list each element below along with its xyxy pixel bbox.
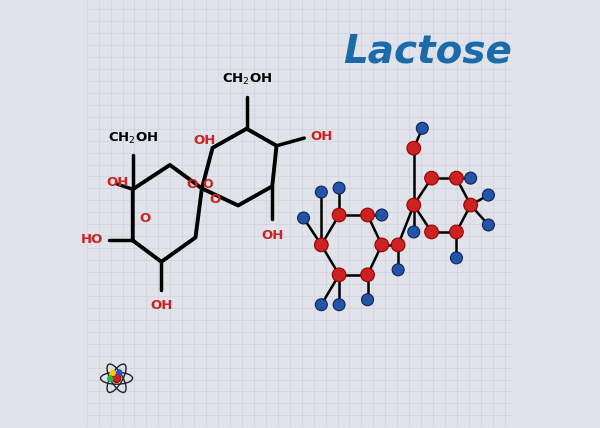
Text: O: O	[140, 212, 151, 225]
Text: CH$_2$OH: CH$_2$OH	[221, 72, 272, 87]
Circle shape	[112, 374, 121, 383]
Circle shape	[482, 219, 494, 231]
Circle shape	[449, 171, 463, 185]
Text: HO: HO	[80, 233, 103, 246]
Circle shape	[482, 189, 494, 201]
Circle shape	[375, 238, 389, 252]
Circle shape	[408, 226, 420, 238]
Text: CH$_2$OH: CH$_2$OH	[107, 131, 158, 146]
Circle shape	[464, 172, 476, 184]
Circle shape	[391, 238, 405, 252]
Text: O: O	[209, 193, 220, 205]
Circle shape	[110, 370, 115, 375]
Text: OH: OH	[261, 229, 283, 242]
Circle shape	[298, 212, 310, 224]
Text: Lactose: Lactose	[344, 33, 512, 71]
Circle shape	[333, 182, 345, 194]
Circle shape	[407, 198, 421, 212]
Circle shape	[333, 299, 345, 311]
Text: OH: OH	[311, 130, 333, 143]
Circle shape	[332, 208, 346, 222]
Circle shape	[425, 225, 439, 239]
Text: OH: OH	[193, 134, 215, 147]
Circle shape	[316, 299, 328, 311]
Text: O: O	[187, 178, 198, 191]
Circle shape	[117, 370, 122, 375]
Circle shape	[332, 268, 346, 282]
Circle shape	[407, 141, 421, 155]
Circle shape	[464, 198, 478, 212]
Circle shape	[451, 252, 463, 264]
Circle shape	[449, 225, 463, 239]
Circle shape	[376, 209, 388, 221]
Circle shape	[361, 208, 374, 222]
Circle shape	[316, 186, 328, 198]
Text: OH: OH	[106, 176, 128, 189]
Circle shape	[416, 122, 428, 134]
Text: O: O	[202, 178, 212, 191]
Circle shape	[362, 294, 374, 306]
Text: OH: OH	[150, 299, 173, 312]
Circle shape	[361, 268, 374, 282]
Circle shape	[425, 171, 439, 185]
Circle shape	[392, 264, 404, 276]
Circle shape	[314, 238, 328, 252]
Circle shape	[107, 376, 113, 381]
